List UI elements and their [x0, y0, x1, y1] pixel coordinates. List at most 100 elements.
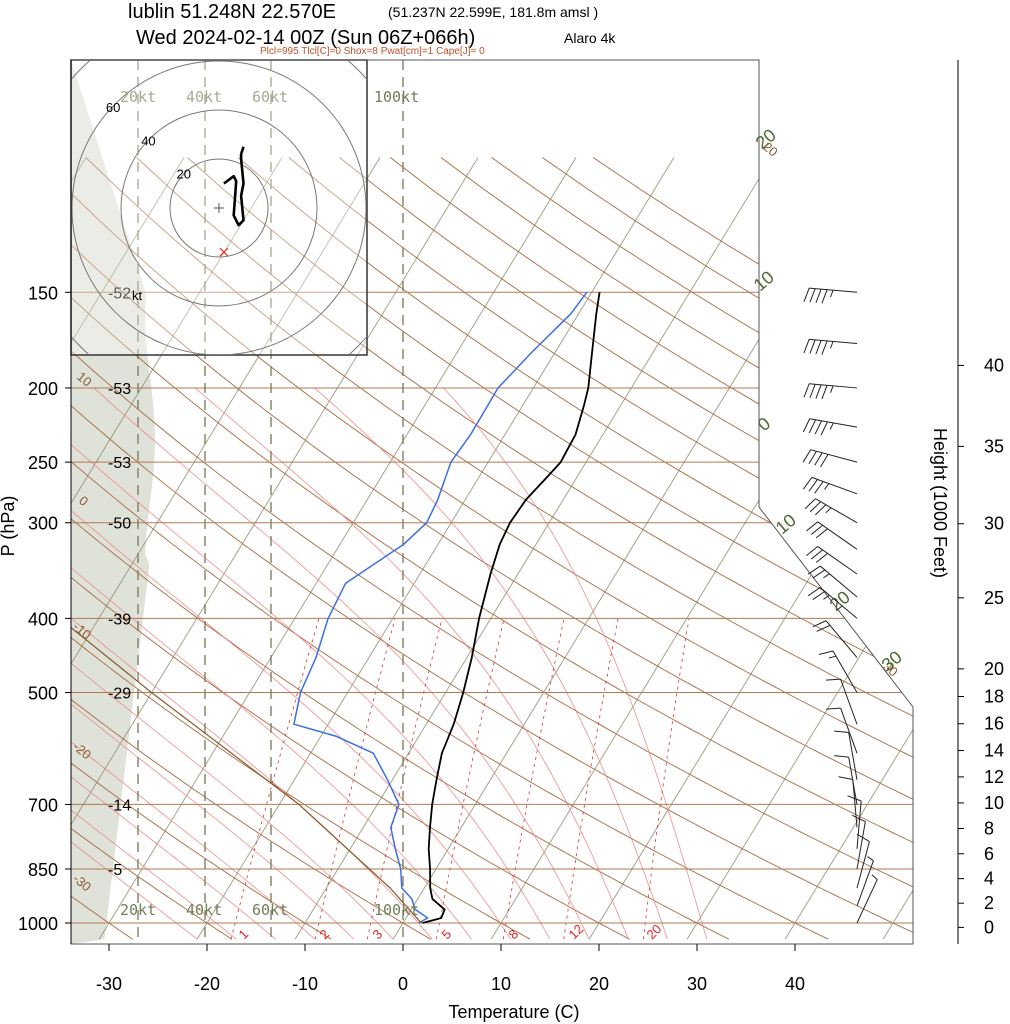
height-tick-label: 20: [984, 659, 1004, 679]
x-axis-label: Temperature (C): [448, 1002, 579, 1022]
wind-barb-flag: [808, 450, 817, 464]
wind-barb-flag: [808, 419, 817, 434]
moist-adiabat-line: [71, 776, 276, 940]
moist-adiabat-lines: [71, 387, 708, 940]
wind-barb-flag: [820, 454, 829, 468]
speed-scale-label: 100kt: [374, 901, 419, 919]
station-title: lublin 51.248N 22.570E: [128, 1, 336, 23]
isotherm-line: [196, 157, 675, 940]
wind-barb-flag: [814, 481, 824, 494]
parcel-profile: [71, 626, 423, 924]
mixing-ratio-label: 8: [506, 926, 522, 942]
wind-barb-flag: [812, 590, 826, 600]
frame-mask: [759, 60, 1010, 707]
mixing-ratio-line: [502, 618, 565, 940]
wind-barb-staff: [856, 860, 874, 907]
wind-barb-flag: [803, 287, 810, 302]
temperature-tick-label: 20: [589, 974, 609, 994]
wind-barb-flag: [802, 449, 812, 463]
wind-barb: [807, 587, 858, 619]
height-tick-label: 30: [984, 514, 1004, 534]
height-axis: 0 2 4 6 8 10 12 14 16 18 20 25 30 35 40: [957, 60, 1004, 944]
wind-barb: [834, 730, 858, 780]
wind-barb-staff: [856, 841, 870, 889]
wind-barb-flag: [814, 420, 822, 435]
wind-barb-flag: [828, 655, 837, 659]
pressure-tick-label: 1000: [18, 914, 58, 934]
dry-adiabat-line: [71, 460, 829, 940]
temperature-value-label: -52: [108, 285, 131, 302]
sounding-profiles: [71, 291, 601, 924]
height-tick-label: 16: [984, 714, 1004, 734]
wind-barb: [802, 418, 858, 436]
mixing-ratio-label: 1: [236, 926, 252, 942]
wind-barb-flag: [815, 504, 827, 516]
temperature-axis: -30 -20 -10 0 10 20 30 40: [96, 944, 805, 994]
wind-barb-staff: [856, 879, 878, 924]
dry-adiabat-line: [288, 157, 913, 562]
wind-barb-flag: [807, 587, 821, 597]
wind-barb-flag: [830, 290, 834, 298]
wind-barb: [803, 338, 858, 355]
wind-barb: [856, 833, 870, 889]
hodograph-ring-label: 40: [141, 133, 155, 148]
isotherm-line: [71, 157, 185, 344]
pressure-tick-label: 850: [28, 860, 58, 880]
shaded-region: [71, 60, 155, 944]
pressure-tick-label: 300: [28, 514, 58, 534]
pressure-tick-label: 250: [28, 453, 58, 473]
mixing-ratio-line: [230, 618, 320, 940]
wind-barb: [812, 620, 858, 658]
isotherm-line: [784, 728, 913, 940]
wind-barb-flag: [815, 288, 822, 303]
temperature-profile: [422, 292, 601, 924]
moist-adiabat-line: [71, 809, 237, 940]
hodograph-ring: [120, 109, 318, 307]
temperature-value-label: -53: [108, 455, 131, 472]
station-coordinates: (51.237N 22.599E, 181.8m amsl ): [388, 4, 598, 20]
wind-barb-flag: [852, 814, 866, 823]
height-tick-label: 8: [984, 819, 994, 839]
height-tick-label: 10: [984, 793, 1004, 813]
wind-barb-flag: [802, 418, 811, 433]
wind-barb-flag: [814, 452, 823, 466]
dry-adiabat-line: [71, 244, 913, 800]
wind-barb: [806, 546, 858, 575]
wind-barb-flag: [838, 776, 853, 781]
temperature-tick-label: 0: [398, 974, 408, 994]
dry-adiabat-line: [71, 698, 431, 940]
wind-barb-flag: [812, 620, 827, 628]
wind-barb-flag: [808, 479, 818, 492]
wind-barb-staff: [852, 779, 858, 828]
wind-barb-flag: [821, 340, 828, 355]
speed-scale-lines: [137, 60, 404, 944]
wind-barb-flag: [829, 422, 834, 430]
wind-barb-flag: [806, 521, 818, 532]
pressure-tick-label: 200: [28, 379, 58, 399]
wind-barb-flag: [810, 524, 823, 535]
wind-barb-flag: [809, 501, 821, 513]
y-axis-label: P (hPa): [0, 496, 18, 557]
moist-adiabat-line: [71, 741, 315, 940]
wind-barb: [826, 707, 858, 754]
wind-barb-flag: [802, 477, 813, 490]
wind-barb-flag: [825, 507, 832, 514]
temperature-value-label: -39: [108, 611, 131, 628]
height-tick-label: 2: [984, 893, 994, 913]
temperature-labels: -52 -53 -53 -50 -39 -29 -14 -5: [108, 285, 131, 879]
wind-barb: [806, 521, 858, 550]
pressure-tick-label: 500: [28, 684, 58, 704]
temperature-tick-label: 40: [785, 974, 805, 994]
dry-adiabat-line: [187, 157, 913, 638]
moist-adiabat-line: [194, 387, 629, 940]
pressure-tick-label: 700: [28, 795, 58, 815]
pressure-tick-label: 150: [28, 283, 58, 303]
wind-barb-flag: [815, 340, 822, 355]
wind-barb: [802, 476, 858, 495]
wind-barb: [856, 874, 878, 924]
wind-barb-flag: [834, 730, 849, 734]
temperature-value-label: -14: [108, 797, 131, 814]
wind-barb-flag: [826, 678, 841, 681]
wind-barb: [847, 795, 862, 849]
